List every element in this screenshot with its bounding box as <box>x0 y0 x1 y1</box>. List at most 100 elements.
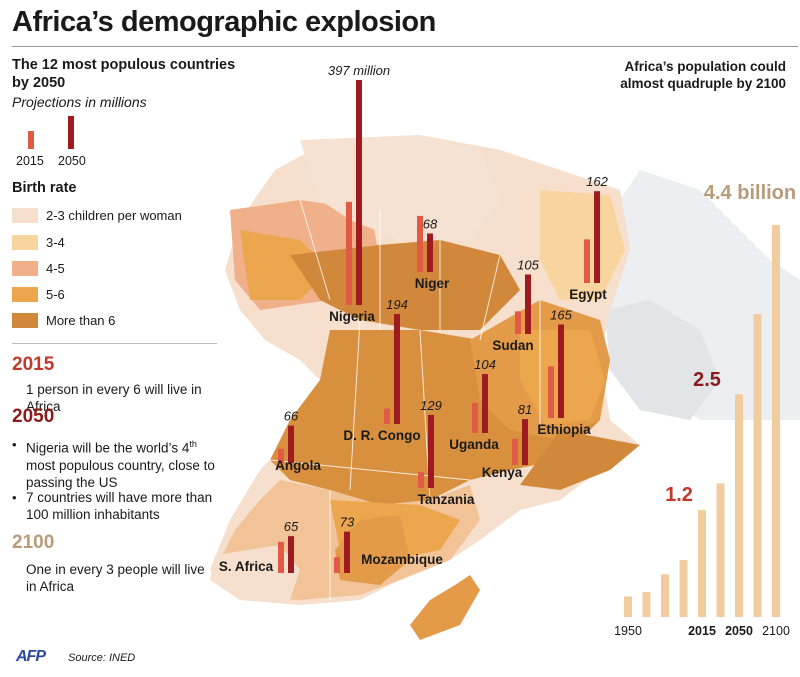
bar-2015-3 <box>584 239 590 283</box>
value-2050-8: 68 <box>423 216 438 231</box>
birth-rate-swatch-2 <box>12 235 38 250</box>
bar-2050-4 <box>525 274 531 334</box>
birth-rate-swatch-3 <box>12 261 38 276</box>
birth-rate-label-2: 3-4 <box>46 235 65 250</box>
birth-rate-swatch-5 <box>12 313 38 328</box>
bar-2050-5 <box>428 414 434 488</box>
note-2100-year: 2100 <box>12 532 55 553</box>
pop-axis-label-2050: 2050 <box>725 624 753 638</box>
region-egypt <box>540 190 625 300</box>
country-label-8: Niger <box>415 276 450 291</box>
label-2015-value: 1.2 <box>665 484 693 506</box>
country-label-5: Tanzania <box>418 492 475 507</box>
right-headline: Africa’s population could almost quadrup… <box>620 59 786 91</box>
value-2050-10: 66 <box>284 409 299 424</box>
bar-2050-3 <box>594 191 600 283</box>
birth-rate-swatch-1 <box>12 208 38 223</box>
note-2100-text: One in every 3 people will live in Afric… <box>26 562 205 594</box>
value-2050-2: 165 <box>550 307 572 322</box>
country-label-2: Ethiopia <box>537 422 591 437</box>
map-subtitle-units: Projections in millions <box>12 94 147 110</box>
bar-2050-9 <box>288 536 294 573</box>
value-2050-6: 104 <box>474 357 496 372</box>
birth-rate-title: Birth rate <box>12 180 77 196</box>
pop-bar-8 <box>772 225 780 617</box>
pop-bar-4 <box>698 510 706 617</box>
country-label-0: Nigeria <box>329 309 375 324</box>
bar-2050-2 <box>558 324 564 418</box>
country-label-1: D. R. Congo <box>343 428 420 443</box>
country-label-10: Angola <box>275 458 321 473</box>
value-2050-9: 65 <box>284 519 299 534</box>
bar-2050-8 <box>427 233 433 272</box>
ordinal-suffix: th <box>189 439 197 449</box>
map-subtitle: The 12 most populous countries by 2050 <box>12 57 236 91</box>
note-2050-bullet-2: 7 countries will have more than 100 mill… <box>26 490 213 522</box>
region-horn <box>520 430 640 490</box>
note-2050-bullet-1: Nigeria will be the world’s 4th most pop… <box>26 439 215 490</box>
legend-2050-swatch <box>68 116 74 149</box>
region-mozambique <box>335 515 410 585</box>
bar-2015-6 <box>472 402 478 433</box>
pop-bar-2 <box>661 574 669 617</box>
madagascar <box>410 575 480 640</box>
bar-2050-1 <box>394 314 400 424</box>
bar-2015-0 <box>346 201 352 305</box>
bar-2050-7 <box>522 419 528 465</box>
country-label-4: Sudan <box>492 338 533 353</box>
pop-bar-0 <box>624 596 632 617</box>
value-2050-7: 81 <box>518 402 532 417</box>
country-label-11: Mozambique <box>361 552 443 567</box>
country-label-7: Kenya <box>482 465 523 480</box>
bar-2015-8 <box>417 215 423 272</box>
bar-2050-10 <box>288 425 294 463</box>
label-2050-value: 2.5 <box>693 369 721 391</box>
bar-2015-5 <box>418 472 424 488</box>
legend-2050-label: 2050 <box>58 154 86 168</box>
bar-2015-10 <box>278 448 284 463</box>
bar-2015-7 <box>512 438 518 465</box>
pop-bar-6 <box>735 394 743 617</box>
birth-rate-label-4: 5-6 <box>46 287 65 302</box>
country-label-9: S. Africa <box>219 559 274 574</box>
page-title: Africa’s demographic explosion <box>12 6 436 38</box>
value-2050-1: 194 <box>386 297 408 312</box>
country-label-6: Uganda <box>449 437 499 452</box>
region-sahel <box>240 230 330 300</box>
value-2050-4: 105 <box>517 257 539 272</box>
bar-2015-11 <box>334 557 340 573</box>
pop-axis-label-1950: 1950 <box>614 624 642 638</box>
birth-rate-label-3: 4-5 <box>46 261 65 276</box>
legend-2015-swatch <box>28 131 34 149</box>
pop-axis-label-2100: 2100 <box>762 624 790 638</box>
pop-bar-1 <box>642 592 651 617</box>
bar-2015-2 <box>548 366 554 418</box>
label-2100-value: 4.4 billion <box>703 182 797 204</box>
note-2015-text: 1 person in every 6 will live in Africa <box>26 382 202 414</box>
legend-divider <box>12 343 217 344</box>
value-2050-11: 73 <box>340 515 355 530</box>
bar-2050-0 <box>356 80 362 305</box>
bar-2015-9 <box>278 541 284 573</box>
pop-axis-label-2015: 2015 <box>688 624 716 638</box>
bar-2050-11 <box>344 531 350 573</box>
country-label-3: Egypt <box>569 287 607 302</box>
region-southafrica <box>210 545 300 600</box>
pop-bar-5 <box>716 483 725 617</box>
bar-2015-1 <box>384 408 390 424</box>
value-2050-5: 129 <box>420 398 442 413</box>
pop-bar-3 <box>679 559 688 617</box>
afp-logo: AFP <box>16 648 46 665</box>
birth-rate-label-5: More than 6 <box>46 313 116 328</box>
birth-rate-swatch-4 <box>12 287 38 302</box>
source-note: Source: INED <box>68 652 136 664</box>
value-2050-3: 162 <box>586 174 608 189</box>
note-2050-year: 2050 <box>12 406 55 427</box>
bar-2015-4 <box>515 311 521 334</box>
bar-2050-6 <box>482 374 488 433</box>
bullet-1-dot: • <box>12 437 17 452</box>
arabia-shape <box>605 300 720 420</box>
birth-rate-label-1: 2-3 children per woman <box>46 208 182 223</box>
